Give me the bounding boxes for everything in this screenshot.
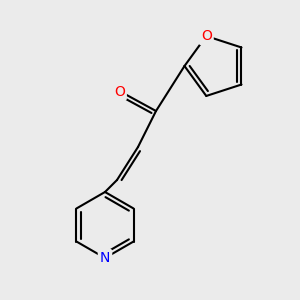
Text: N: N: [100, 251, 110, 265]
Text: O: O: [201, 29, 212, 43]
Text: O: O: [114, 85, 125, 98]
